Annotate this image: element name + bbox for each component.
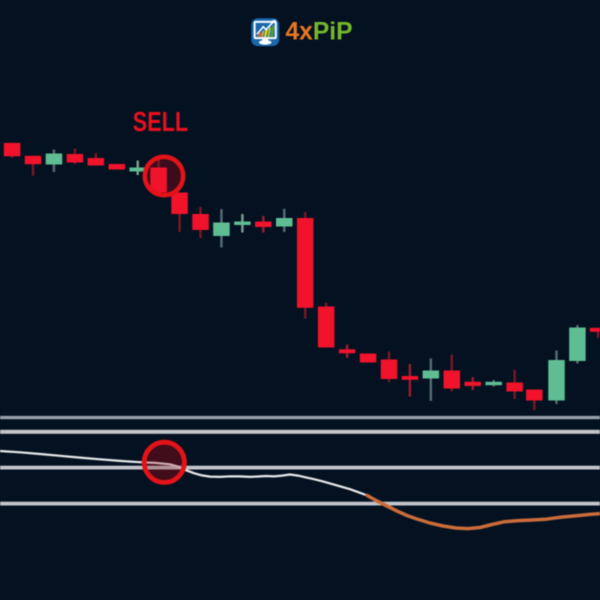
svg-text:SELL: SELL [133,108,189,138]
svg-text:4xPiP: 4xPiP [286,18,353,45]
